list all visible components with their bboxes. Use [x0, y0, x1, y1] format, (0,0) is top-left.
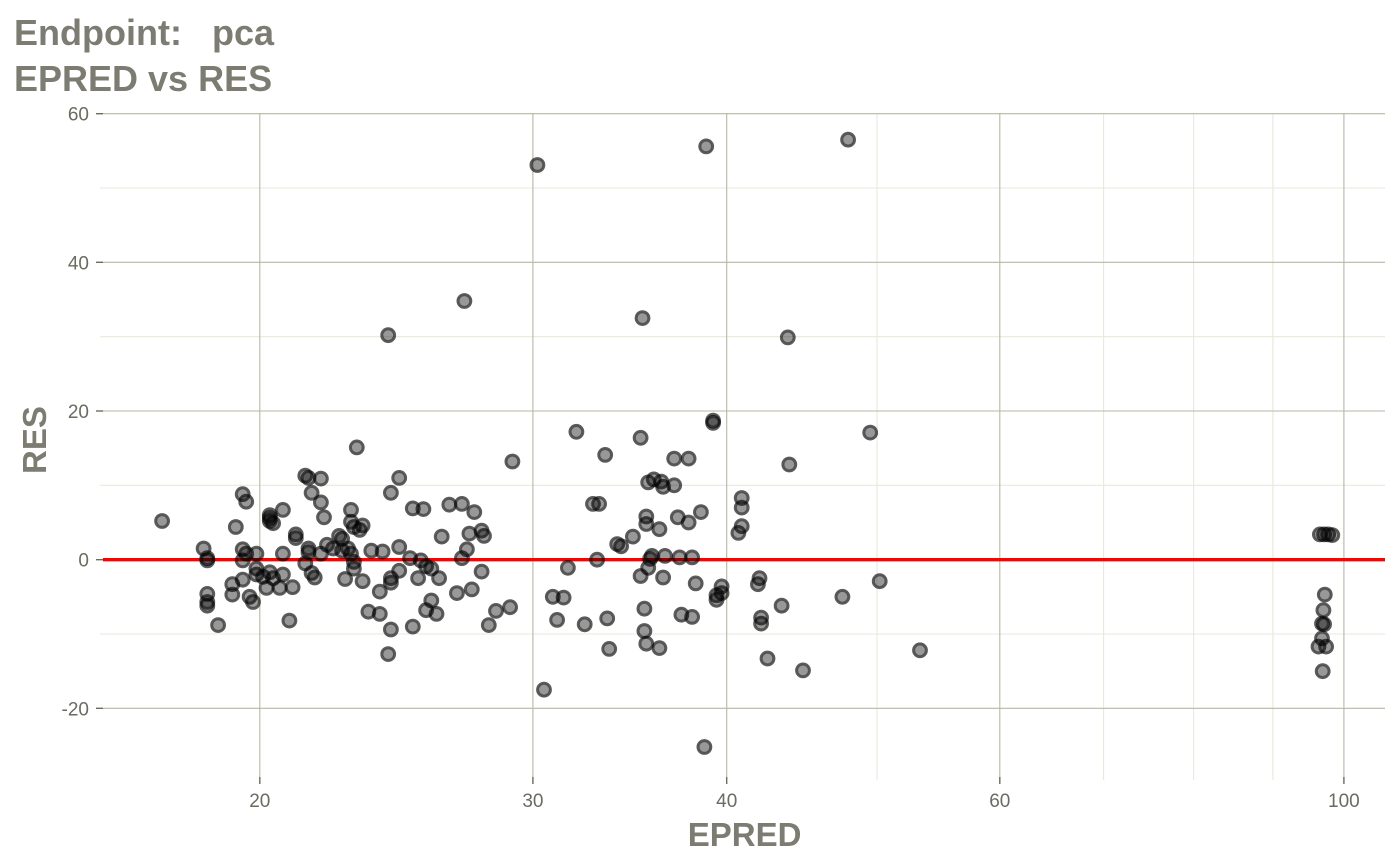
svg-text:30: 30: [522, 791, 543, 812]
svg-text:20: 20: [68, 402, 89, 423]
svg-text:40: 40: [68, 253, 89, 274]
svg-text:100: 100: [1328, 791, 1360, 812]
svg-text:40: 40: [716, 791, 737, 812]
svg-text:-20: -20: [62, 699, 89, 720]
svg-text:20: 20: [249, 791, 270, 812]
svg-text:60: 60: [68, 105, 89, 126]
svg-text:60: 60: [989, 791, 1010, 812]
svg-text:0: 0: [78, 551, 89, 572]
